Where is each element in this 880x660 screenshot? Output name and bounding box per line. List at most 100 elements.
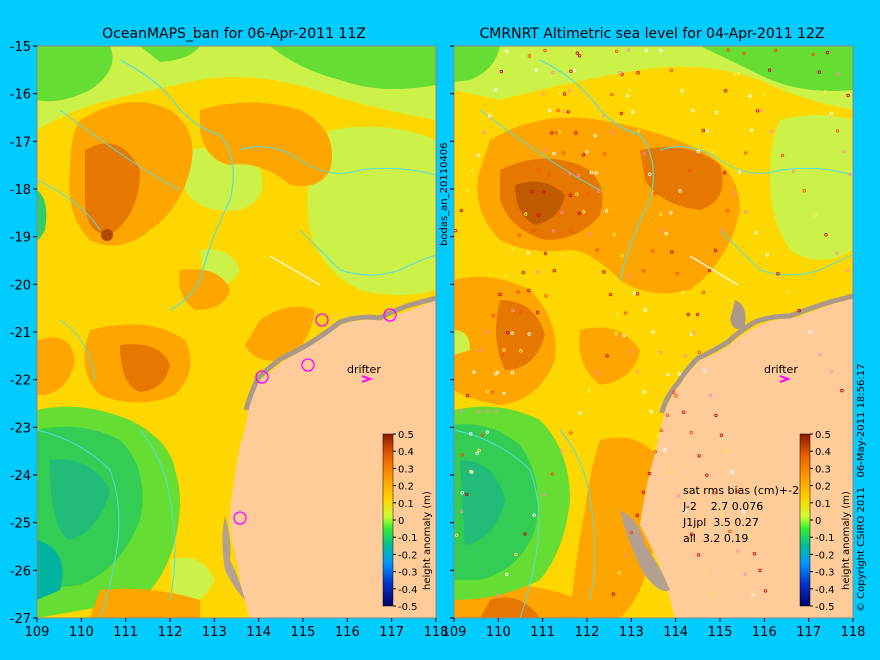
- lon-tick-label: 109: [25, 625, 50, 640]
- satellite-track-dot: [625, 94, 630, 98]
- satellite-track-dot: [726, 48, 730, 52]
- satellite-track-dot: [562, 92, 567, 96]
- satellite-track-dot: [724, 88, 728, 93]
- satellite-track-dot: [618, 70, 622, 75]
- satellite-track-dot: [670, 250, 674, 254]
- satellite-track-dot: [743, 151, 748, 155]
- satellite-track-dot: [578, 411, 582, 415]
- satellite-track-dot: [669, 68, 673, 73]
- satellite-track-dot: [589, 170, 593, 175]
- satellite-track-dot: [665, 413, 670, 417]
- satellite-track-dot: [541, 493, 545, 497]
- satellite-track-dot: [674, 394, 678, 398]
- lon-tick-label: 118: [841, 625, 866, 640]
- satellite-track-dot: [748, 94, 752, 98]
- satellite-track-dot: [642, 390, 647, 394]
- satellite-track-dot: [725, 209, 730, 213]
- satellite-track-dot: [524, 212, 528, 216]
- colorbar-tick-label: -0.4: [398, 585, 418, 596]
- colorbar-tick-label: 0: [398, 516, 404, 527]
- satellite-track-dot: [643, 308, 647, 312]
- satellite-track-dot: [576, 173, 581, 178]
- satellite-track-dot: [763, 589, 768, 593]
- satellite-track-dot: [765, 252, 769, 257]
- satellite-track-dot: [660, 228, 664, 233]
- satellite-track-dot: [501, 353, 505, 358]
- satellite-track-dot: [747, 534, 751, 538]
- satellite-track-dot: [627, 88, 632, 93]
- satellite-track-dot: [518, 310, 523, 314]
- satellite-track-dot: [605, 354, 609, 358]
- colorbar-tick-label: -0.3: [815, 568, 835, 579]
- satellite-track-dot: [635, 513, 639, 518]
- satellite-track-dot: [480, 433, 484, 437]
- stats-row: all 3.2 0.19: [683, 532, 748, 545]
- colorbar-tick-label: -0.1: [815, 533, 835, 544]
- satellite-track-dot: [742, 51, 746, 56]
- satellite-track-dot: [476, 153, 481, 157]
- satellite-track-dot: [683, 509, 687, 513]
- model-side-label: bodas_an_20110406: [439, 142, 450, 246]
- lon-tick-label: 114: [246, 625, 271, 640]
- satellite-track-dot: [485, 409, 489, 413]
- satellite-track-dot: [605, 209, 609, 213]
- satellite-track-dot: [710, 592, 714, 597]
- satellite-track-dot: [472, 370, 476, 374]
- satellite-track-dot: [575, 51, 580, 55]
- satellite-track-dot: [548, 108, 552, 113]
- satellite-track-dot: [575, 192, 579, 196]
- satellite-track-dot: [749, 128, 754, 132]
- satellite-track-dot: [485, 430, 490, 434]
- satellite-track-dot: [547, 173, 551, 177]
- satellite-track-dot: [554, 131, 559, 135]
- satellite-track-dot: [517, 233, 521, 237]
- right-colorbar: 0.5 0.4 0.3 0.2 0.1 0 -0.1 -0.2 -0.3 -0.4 -0.5 hei…: [799, 430, 852, 613]
- lon-tick-label: 110: [486, 625, 511, 640]
- stats-row: J1jpl 3.5 0.27: [682, 516, 759, 529]
- lon-tick-label: 113: [202, 625, 227, 640]
- satellite-track-dot: [534, 68, 538, 72]
- satellite-track-dot: [840, 388, 844, 393]
- satellite-track-dot: [714, 413, 718, 418]
- satellite-track-dot: [708, 393, 713, 398]
- satellite-track-dot: [751, 593, 755, 597]
- satellite-track-dot: [780, 153, 785, 158]
- satellite-track-dot: [737, 72, 741, 76]
- colorbar-tick-label: 0.4: [398, 447, 414, 458]
- satellite-track-dot: [502, 348, 506, 352]
- satellite-track-dot: [527, 288, 531, 293]
- satellite-track-dot: [623, 553, 627, 558]
- satellite-track-dot: [477, 409, 481, 414]
- satellite-track-dot: [550, 472, 555, 476]
- satellite-track-dot: [454, 533, 459, 537]
- left-drifter-label: drifter: [347, 363, 381, 376]
- satellite-track-dot: [543, 251, 548, 256]
- right-axes: 109 110 111 112 113 114 115 116 117 118: [442, 45, 866, 640]
- satellite-track-dot: [574, 131, 578, 135]
- satellite-track-dot: [549, 131, 554, 135]
- satellite-track-dot: [527, 54, 532, 58]
- satellite-track-dot: [485, 330, 489, 334]
- satellite-track-dot: [459, 208, 463, 213]
- satellite-track-dot: [465, 394, 470, 398]
- lon-tick-label: 112: [158, 625, 183, 640]
- lon-tick-label: 111: [113, 625, 138, 640]
- colorbar-tick-label: -0.1: [398, 533, 418, 544]
- satellite-track-dot: [602, 270, 606, 274]
- satellite-track-dot: [733, 193, 737, 197]
- lat-tick-label: -24: [10, 469, 31, 484]
- satellite-track-dot: [686, 312, 690, 317]
- satellite-track-dot: [532, 513, 536, 517]
- satellite-track-dot: [736, 489, 740, 494]
- satellite-track-dot: [543, 48, 547, 53]
- satellite-track-dot: [478, 348, 483, 353]
- satellite-track-dot: [615, 312, 620, 317]
- satellite-track-dot: [536, 168, 541, 173]
- satellite-track-dot: [713, 248, 718, 253]
- satellite-track-dot: [823, 90, 828, 94]
- satellite-track-dot: [669, 211, 673, 215]
- satellite-track-dot: [707, 269, 712, 273]
- satellite-track-dot: [835, 251, 839, 255]
- satellite-track-dot: [535, 310, 540, 315]
- lon-tick-label: 116: [752, 625, 777, 640]
